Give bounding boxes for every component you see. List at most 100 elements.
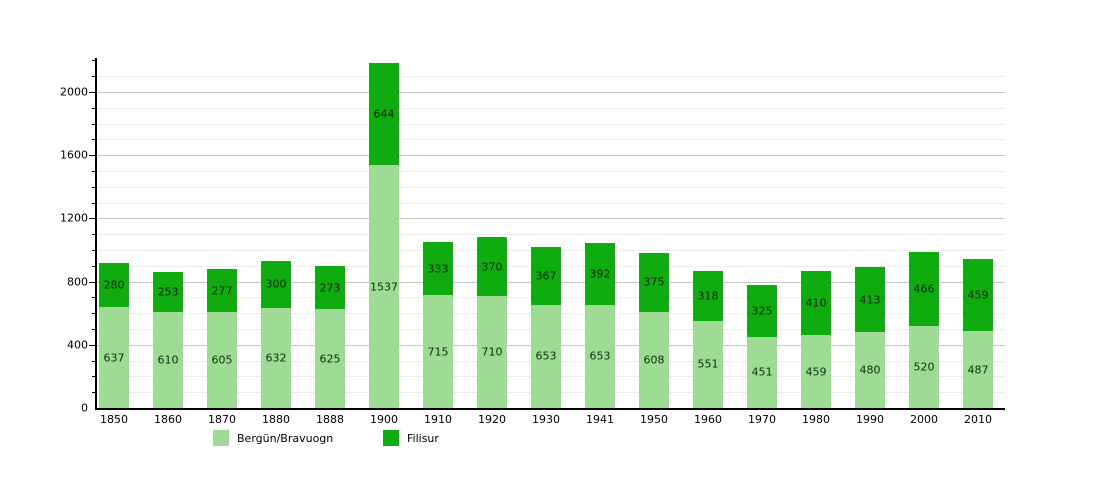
bar-value-label-bergun-bravuogn: 625 (319, 352, 341, 366)
x-tick-label: 1950 (640, 413, 668, 426)
bar-value-label-bergun-bravuogn: 653 (589, 349, 611, 363)
legend-swatch-filisur (383, 430, 399, 446)
bar-value-label-bergun-bravuogn: 715 (427, 345, 449, 358)
bar-value-label-filisur: 273 (319, 281, 341, 295)
bar-value-label-filisur: 333 (427, 262, 449, 276)
bar-segment-filisur (747, 285, 777, 337)
bar-value-label-bergun-bravuogn: 608 (643, 353, 665, 367)
minor-gridline (97, 124, 1005, 125)
y-axis-tick (92, 76, 96, 77)
bar-value-label-filisur: 644 (373, 107, 395, 121)
bar-value-label-filisur: 325 (751, 304, 773, 318)
bar-segment-filisur (477, 237, 507, 296)
y-axis-tick (89, 345, 96, 346)
bar-segment-filisur (315, 266, 345, 310)
x-tick-label: 1880 (262, 413, 290, 426)
bar-segment-bergun-bravuogn (693, 320, 723, 408)
x-tick-label: 1888 (316, 413, 344, 426)
y-axis-tick (92, 187, 96, 188)
minor-gridline (97, 171, 1005, 172)
y-axis-tick (89, 155, 96, 156)
y-tick-label: 0 (81, 401, 88, 415)
bar-segment-bergun-bravuogn (531, 304, 561, 408)
bar-value-label-bergun-bravuogn: 610 (157, 353, 179, 367)
y-axis-tick (92, 108, 96, 109)
y-tick-label: 1600 (60, 148, 88, 162)
y-axis-tick (92, 313, 96, 314)
legend-label-filisur: Filisur (407, 432, 439, 445)
x-tick-label: 1910 (424, 413, 452, 426)
bar-value-label-filisur: 318 (697, 289, 719, 303)
legend-label-bergun-bravuogn: Bergün/Bravuogn (237, 432, 334, 445)
bar-segment-bergun-bravuogn (585, 304, 615, 408)
y-axis-tick (92, 329, 96, 330)
bar-segment-bergun-bravuogn (909, 325, 939, 408)
x-tick-label: 1980 (802, 413, 830, 426)
x-tick-label: 1860 (154, 413, 182, 426)
bar-value-label-bergun-bravuogn: 632 (265, 351, 287, 365)
bar-segment-filisur (801, 270, 831, 336)
bar-value-label-bergun-bravuogn: 653 (535, 349, 557, 363)
bar-segment-bergun-bravuogn (747, 336, 777, 408)
y-tick-label: 1200 (60, 211, 88, 225)
bar-segment-filisur (153, 271, 183, 312)
y-axis-tick (92, 361, 96, 362)
bar-segment-filisur (531, 246, 561, 305)
bar-value-label-bergun-bravuogn: 605 (211, 353, 233, 367)
minor-gridline (97, 203, 1005, 204)
bar-segment-filisur (909, 252, 939, 326)
minor-gridline (97, 76, 1005, 77)
bar-value-label-filisur: 410 (805, 296, 827, 310)
bar-segment-filisur (855, 266, 885, 333)
major-gridline (97, 155, 1005, 156)
bar-segment-bergun-bravuogn (315, 309, 345, 408)
y-axis-tick (92, 266, 96, 267)
bar-value-label-filisur: 392 (589, 267, 611, 281)
bar-value-label-filisur: 459 (967, 288, 989, 302)
bar-value-label-bergun-bravuogn: 480 (859, 363, 881, 377)
bar-value-label-bergun-bravuogn: 451 (751, 365, 773, 379)
x-tick-label: 1960 (694, 413, 722, 426)
x-tick-label: 2010 (964, 413, 992, 426)
y-axis-tick (92, 60, 96, 61)
bar-value-label-bergun-bravuogn: 459 (805, 365, 827, 379)
y-axis-tick (92, 124, 96, 125)
x-tick-label: 1970 (748, 413, 776, 426)
bar-segment-bergun-bravuogn (99, 307, 129, 408)
x-tick-label: 2000 (910, 413, 938, 426)
bar-value-label-bergun-bravuogn: 710 (481, 345, 503, 359)
bar-value-label-filisur: 370 (481, 260, 503, 274)
minor-gridline (97, 234, 1005, 235)
y-tick-label: 2000 (60, 85, 88, 99)
bar-segment-filisur (207, 268, 237, 313)
y-axis-tick (92, 376, 96, 377)
x-tick-label: 1920 (478, 413, 506, 426)
legend-swatch-bergun-bravuogn (213, 430, 229, 446)
bar-value-label-filisur: 300 (265, 277, 287, 291)
bar-value-label-filisur: 277 (211, 284, 233, 298)
bar-segment-bergun-bravuogn (261, 308, 291, 408)
bar-value-label-filisur: 413 (859, 293, 881, 307)
x-tick-label: 1850 (100, 413, 128, 426)
bar-segment-filisur (639, 252, 669, 312)
y-axis-tick (92, 392, 96, 393)
bar-value-label-filisur: 466 (913, 282, 935, 296)
bar-value-label-bergun-bravuogn: 1537 (370, 280, 398, 294)
bar-segment-bergun-bravuogn (801, 335, 831, 408)
bar-segment-filisur (369, 63, 399, 166)
x-tick-label: 1941 (586, 413, 614, 426)
bar-value-label-filisur: 253 (157, 285, 179, 299)
bar-segment-bergun-bravuogn (423, 295, 453, 408)
x-tick-label: 1930 (532, 413, 560, 426)
bar-segment-filisur (261, 260, 291, 309)
bar-value-label-bergun-bravuogn: 520 (913, 360, 935, 374)
y-tick-label: 800 (67, 275, 88, 289)
bar-segment-filisur (423, 242, 453, 296)
y-tick-label: 400 (67, 338, 88, 352)
bar-segment-filisur (963, 258, 993, 332)
major-gridline (97, 92, 1005, 93)
bar-value-label-filisur: 280 (103, 278, 125, 292)
bar-value-label-filisur: 375 (643, 275, 665, 289)
y-axis-tick (92, 234, 96, 235)
